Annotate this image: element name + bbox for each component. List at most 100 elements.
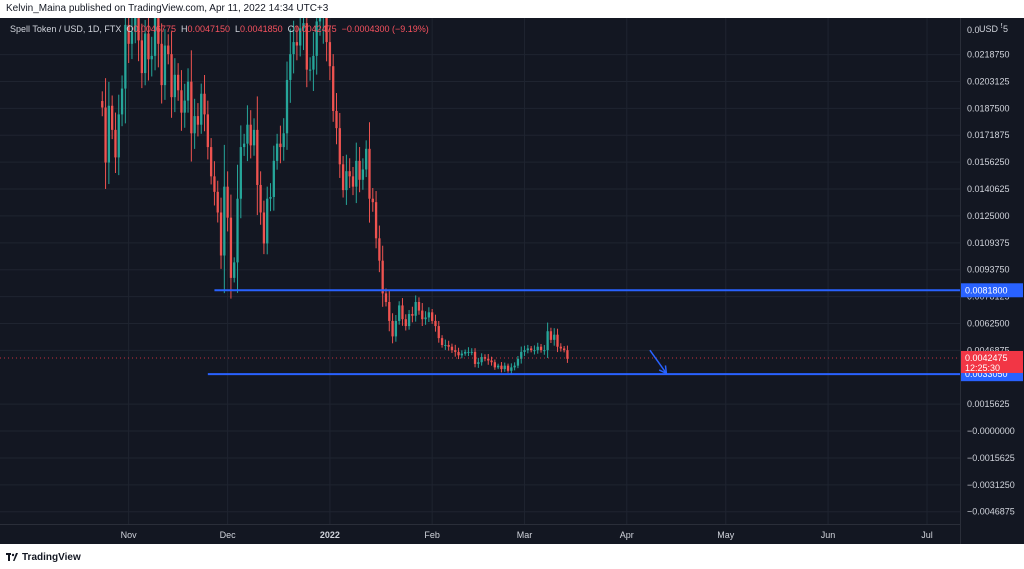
candle-body-110 xyxy=(464,351,467,354)
candle-body-68 xyxy=(325,18,328,43)
y-tick-label-6: 0.0125000 xyxy=(967,211,1010,221)
candle-body-59 xyxy=(295,42,299,46)
candle-body-9 xyxy=(130,31,134,44)
candle-body-37 xyxy=(223,186,226,256)
candle-body-19 xyxy=(163,45,167,86)
candle-body-101 xyxy=(434,320,437,327)
candle-body-3 xyxy=(111,105,114,130)
candle-body-131 xyxy=(533,350,536,352)
candle-body-100 xyxy=(431,312,434,321)
candle-body-34 xyxy=(213,176,216,192)
candle-body-50 xyxy=(266,198,269,244)
last-price-tag xyxy=(961,350,1023,373)
candle-body-36 xyxy=(219,212,223,256)
candle-body-136 xyxy=(549,331,553,340)
candle-body-27 xyxy=(190,81,193,134)
candle-body-23 xyxy=(176,74,180,91)
candle-body-45 xyxy=(249,124,252,146)
candle-body-84 xyxy=(378,238,381,261)
candle-body-10 xyxy=(134,18,137,32)
candle-body-89 xyxy=(394,320,398,337)
tradingview-logo-icon xyxy=(6,553,18,561)
candle-body-103 xyxy=(440,338,444,346)
candle-body-57 xyxy=(289,54,292,80)
candle-body-70 xyxy=(332,66,335,111)
level-tag-0 xyxy=(961,283,1023,298)
candle-body-128 xyxy=(523,350,526,352)
candle-body-38 xyxy=(226,186,229,218)
candle-body-30 xyxy=(200,93,203,125)
chart-area[interactable]: 0.0218750 0.0203125 0.0187500 0.0171875 0.01… xyxy=(0,18,1024,544)
publisher-bar: Kelvin_Maina published on TradingView.co… xyxy=(0,0,1024,18)
x-tick-label-6: May xyxy=(717,530,735,540)
candle-body-88 xyxy=(391,320,394,337)
candle-body-58 xyxy=(292,42,295,55)
candle-body-138 xyxy=(556,334,559,347)
candle-body-139 xyxy=(559,346,562,349)
y-tick-label-16: −0.0046875 xyxy=(967,507,1015,517)
candle-body-117 xyxy=(487,358,490,361)
x-tick-label-3: Feb xyxy=(424,530,440,540)
arrow-shaft xyxy=(649,349,668,374)
candle-body-130 xyxy=(529,348,533,351)
candle-body-77 xyxy=(355,160,358,187)
candle-body-33 xyxy=(209,147,213,177)
candle-body-64 xyxy=(312,55,315,70)
candle-body-112 xyxy=(470,351,473,353)
footer: TradingView xyxy=(0,544,1024,569)
candle-body-49 xyxy=(262,212,266,244)
candle-body-29 xyxy=(196,116,200,125)
candle-body-17 xyxy=(157,18,160,44)
candle-body-105 xyxy=(447,345,450,347)
candle-body-35 xyxy=(216,191,219,213)
candle-body-90 xyxy=(398,305,401,321)
y-tick-label-4: 0.0156250 xyxy=(967,157,1010,167)
candle-body-111 xyxy=(467,351,470,353)
candle-body-24 xyxy=(180,90,183,113)
candle-body-78 xyxy=(358,160,361,180)
publisher-text: Kelvin_Maina published on TradingView.co… xyxy=(6,3,329,14)
y-tick-label-7: 0.0109375 xyxy=(967,238,1010,248)
candle-body-126 xyxy=(516,358,520,366)
candle-body-39 xyxy=(229,217,233,278)
candle-body-125 xyxy=(513,365,516,368)
candle-body-22 xyxy=(173,74,176,98)
candle-body-44 xyxy=(246,124,249,144)
footer-brand[interactable]: TradingView xyxy=(22,552,81,563)
candle-body-31 xyxy=(203,93,206,115)
candle-body-12 xyxy=(140,40,144,74)
candle-body-104 xyxy=(444,345,447,347)
level-tag-label-1: 0.0033050 xyxy=(965,369,1008,379)
candle-body-28 xyxy=(193,116,196,134)
price-chart[interactable]: 0.02187500.02031250.01875000.01718750.01… xyxy=(0,18,1024,544)
y-tick-label-14: −0.0015625 xyxy=(967,453,1015,463)
candle-body-123 xyxy=(506,365,510,371)
currency-text: USD xyxy=(978,24,998,34)
candle-body-14 xyxy=(147,33,150,60)
currency-label[interactable]: USD ꜝ5 xyxy=(979,24,1008,34)
candle-body-46 xyxy=(252,129,256,146)
candle-body-129 xyxy=(526,348,529,351)
x-tick-label-4: Mar xyxy=(517,530,533,540)
candle-body-98 xyxy=(424,317,427,320)
candle-body-69 xyxy=(328,42,332,67)
candle-body-40 xyxy=(233,262,236,278)
candle-body-113 xyxy=(473,351,477,364)
candle-body-56 xyxy=(285,79,289,134)
high-label: H xyxy=(180,24,188,34)
candle-body-73 xyxy=(341,164,345,191)
ohlc-legend: Spell Token / USD, 1D, FTX O0.0046775 H0… xyxy=(10,24,429,34)
candle-body-41 xyxy=(236,198,239,263)
x-tick-label-1: Dec xyxy=(220,530,237,540)
y-tick-label-3: 0.0171875 xyxy=(967,130,1010,140)
candle-body-91 xyxy=(401,305,404,320)
candle-body-133 xyxy=(539,346,543,351)
candle-body-99 xyxy=(427,312,431,318)
candle-body-21 xyxy=(170,54,173,98)
symbol-label: Spell Token / USD, 1D, FTX xyxy=(10,24,122,34)
candle-body-140 xyxy=(562,348,566,351)
candle-body-48 xyxy=(259,184,262,213)
candle-body-80 xyxy=(365,148,368,170)
candle-body-92 xyxy=(404,319,407,327)
candle-body-137 xyxy=(553,334,556,340)
